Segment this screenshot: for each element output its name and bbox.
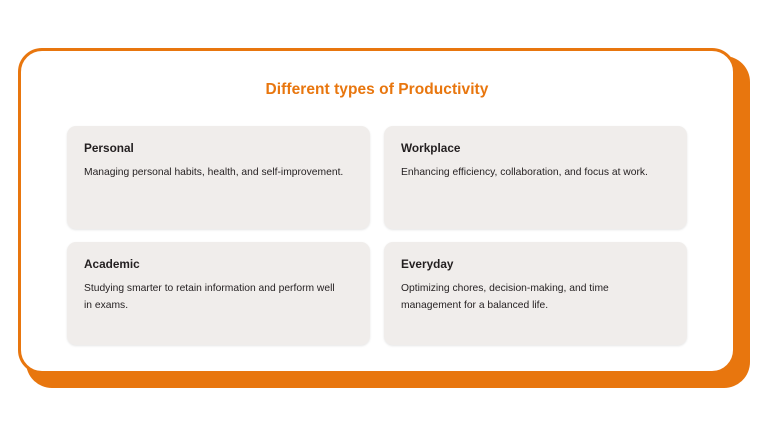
panel-inner: Different types of Productivity Personal…	[21, 51, 733, 371]
page-title: Different types of Productivity	[265, 81, 489, 98]
card-title: Workplace	[401, 140, 461, 155]
card-grid: Personal Managing personal habits, healt…	[67, 125, 687, 345]
card-academic[interactable]: Academic Studying smarter to retain info…	[67, 241, 370, 345]
card-title: Academic	[84, 256, 140, 271]
card-workplace[interactable]: Workplace Enhancing efficiency, collabor…	[384, 125, 687, 229]
card-title: Personal	[84, 140, 134, 155]
card-description: Managing personal habits, health, and se…	[84, 166, 344, 178]
card-description: Studying smarter to retain information a…	[84, 282, 335, 311]
card-everyday[interactable]: Everyday Optimizing chores, decision-mak…	[384, 241, 687, 345]
content-panel: Different types of Productivity Personal…	[18, 48, 736, 374]
card-personal[interactable]: Personal Managing personal habits, healt…	[67, 125, 370, 229]
card-description: Enhancing efficiency, collaboration, and…	[401, 166, 648, 178]
card-title: Everyday	[401, 256, 454, 271]
card-description: Optimizing chores, decision-making, and …	[401, 282, 609, 311]
